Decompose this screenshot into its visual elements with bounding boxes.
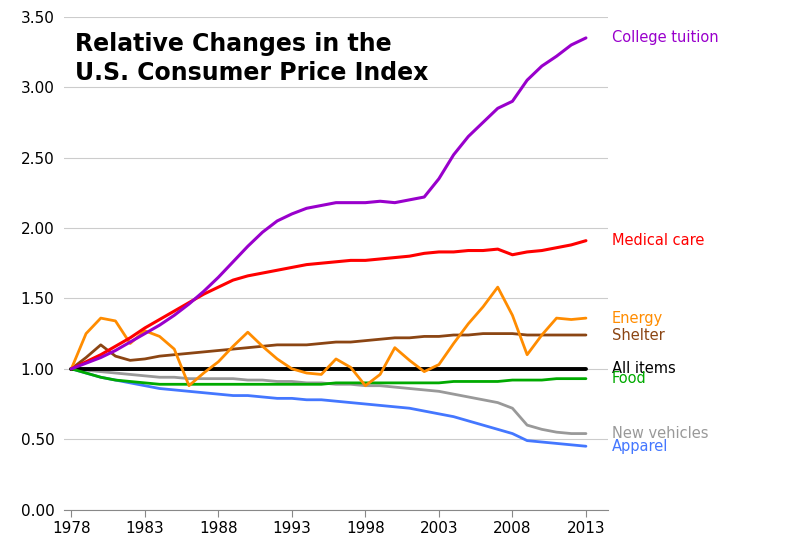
Text: Apparel: Apparel [612, 438, 668, 454]
Text: College tuition: College tuition [612, 30, 718, 45]
Text: All items: All items [612, 361, 676, 376]
Text: Energy: Energy [612, 311, 663, 325]
Text: New vehicles: New vehicles [612, 426, 709, 441]
Text: Shelter: Shelter [612, 328, 665, 343]
Text: Relative Changes in the
U.S. Consumer Price Index: Relative Changes in the U.S. Consumer Pr… [75, 31, 428, 85]
Text: Medical care: Medical care [612, 233, 704, 248]
Text: Food: Food [612, 371, 646, 386]
